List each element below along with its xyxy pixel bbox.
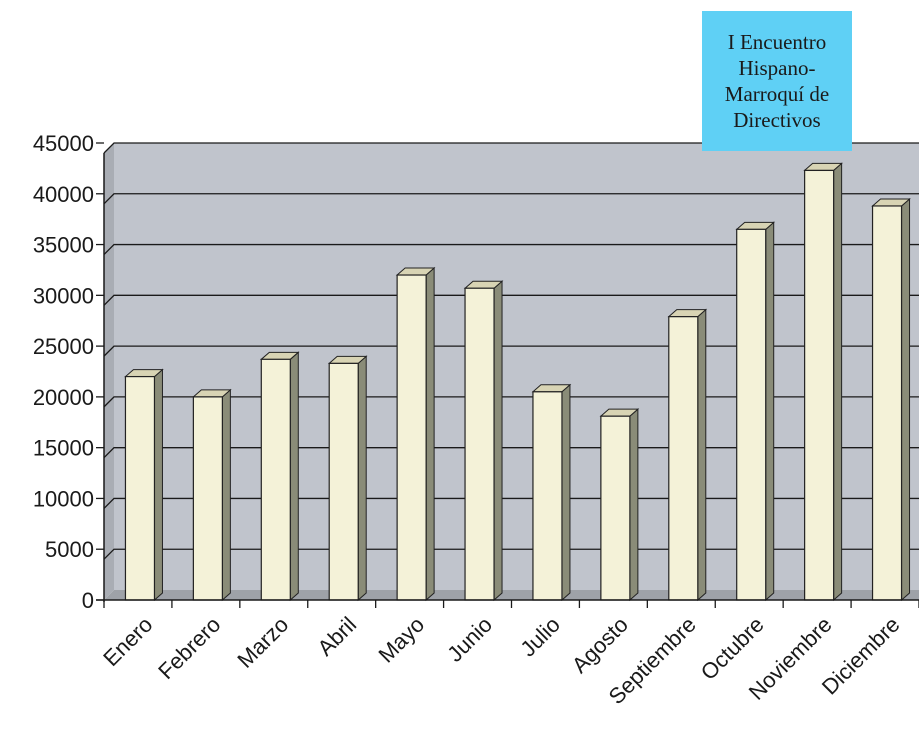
bar-mayo bbox=[395, 266, 436, 602]
annotation-line-4: Directivos bbox=[733, 108, 821, 132]
bar-septiembre bbox=[667, 308, 708, 602]
bar-marzo bbox=[259, 351, 300, 602]
bar-side bbox=[833, 162, 843, 602]
gridline bbox=[103, 548, 919, 560]
annotation-line-2: Hispano- bbox=[738, 56, 816, 80]
bar-side bbox=[765, 221, 775, 602]
bar-side bbox=[289, 351, 299, 602]
gridline bbox=[103, 193, 919, 205]
y-tick-label: 30000 bbox=[33, 283, 94, 308]
bar-side bbox=[221, 388, 231, 602]
bar-agosto bbox=[599, 408, 640, 602]
gridline bbox=[103, 497, 919, 509]
bar-front bbox=[736, 228, 767, 601]
bar-side bbox=[561, 383, 571, 602]
x-tick-label: Febrero bbox=[153, 612, 225, 684]
bar-side bbox=[629, 408, 639, 602]
x-tick-label: Mayo bbox=[373, 612, 429, 668]
plot-background bbox=[114, 143, 919, 600]
bar-front bbox=[668, 316, 699, 601]
bars bbox=[124, 162, 911, 602]
y-tick-label: 20000 bbox=[33, 385, 94, 410]
y-tick-label: 0 bbox=[82, 588, 94, 613]
y-tick-labels: 0 5000 10000 15000 20000 25000 30000 35000 40000… bbox=[33, 131, 94, 613]
bar-front bbox=[464, 287, 495, 601]
bar-side bbox=[901, 197, 911, 602]
gridline bbox=[103, 243, 919, 256]
y-tick-label: 10000 bbox=[33, 486, 94, 511]
bar-febrero bbox=[192, 388, 232, 602]
gridline bbox=[103, 345, 919, 357]
plot-area bbox=[104, 143, 919, 600]
axes bbox=[96, 142, 919, 608]
x-tick-label: Abril bbox=[312, 612, 361, 661]
annotation-line-3: Marroquí de bbox=[724, 82, 830, 106]
bar-abril bbox=[327, 355, 368, 602]
x-tick-label: Marzo bbox=[232, 612, 293, 673]
plot-side-wall bbox=[104, 143, 114, 600]
bar-front bbox=[396, 274, 427, 601]
bar-front bbox=[532, 391, 563, 601]
x-tick-label: Julio bbox=[515, 612, 565, 662]
x-tick-label: Junio bbox=[442, 612, 497, 667]
bar-diciembre bbox=[871, 197, 911, 602]
gridline bbox=[103, 396, 919, 408]
bar-side bbox=[153, 368, 163, 602]
y-tick-label: 40000 bbox=[33, 182, 94, 207]
y-tick-label: 45000 bbox=[33, 131, 94, 156]
bar-front bbox=[804, 169, 835, 601]
gridline bbox=[103, 294, 919, 306]
gridline bbox=[103, 142, 919, 154]
bar-enero bbox=[124, 368, 164, 602]
bar-front bbox=[124, 375, 156, 601]
gridlines bbox=[103, 142, 919, 560]
gridline bbox=[103, 447, 919, 459]
y-tick-label: 25000 bbox=[33, 334, 94, 359]
bar-julio bbox=[531, 383, 572, 602]
bar-side bbox=[357, 355, 367, 602]
event-annotation-box: I Encuentro Hispano- Marroquí de Directi… bbox=[702, 11, 852, 151]
bar-junio bbox=[463, 280, 504, 602]
bar-noviembre bbox=[803, 162, 843, 602]
y-tick-label: 15000 bbox=[33, 436, 94, 461]
plot-floor bbox=[104, 590, 919, 600]
x-tick-label: Agosto bbox=[567, 612, 633, 678]
y-tick-label: 5000 bbox=[45, 537, 94, 562]
bar-side bbox=[493, 280, 503, 602]
x-tick-label: Enero bbox=[98, 612, 157, 671]
bar-front bbox=[260, 358, 291, 601]
bar-front bbox=[871, 205, 903, 601]
bar-side bbox=[425, 266, 435, 602]
bar-front bbox=[192, 396, 223, 601]
y-tick-label: 35000 bbox=[33, 233, 94, 258]
bar-front bbox=[600, 415, 631, 601]
bar-front bbox=[328, 362, 359, 601]
bar-octubre bbox=[735, 221, 776, 602]
annotation-line-1: I Encuentro bbox=[727, 30, 827, 54]
bar-side bbox=[697, 308, 707, 602]
